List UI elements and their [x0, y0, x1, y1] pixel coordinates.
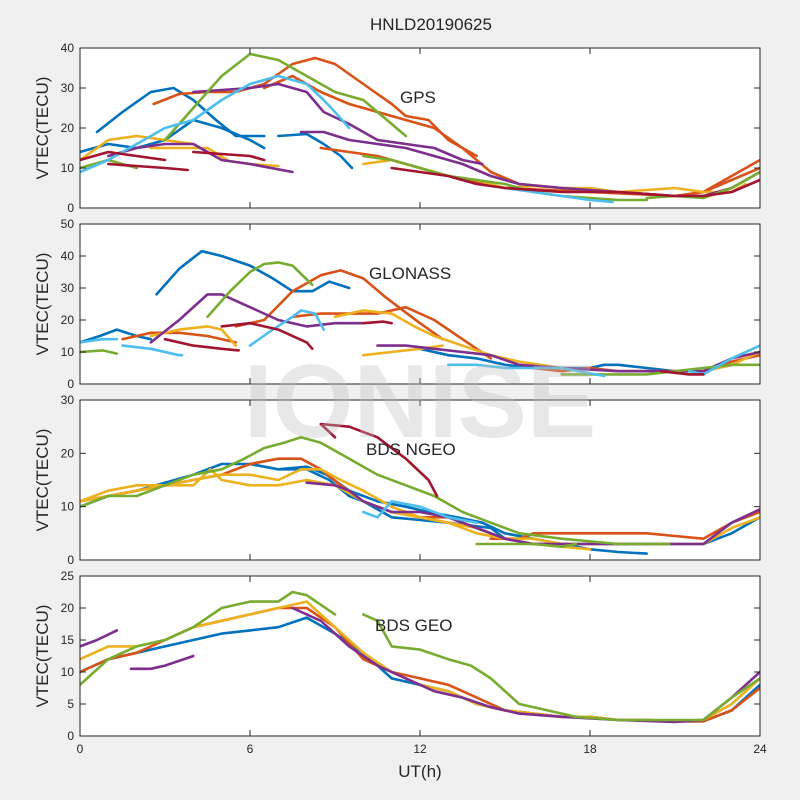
series-line: [80, 590, 337, 687]
series-line: [107, 162, 189, 172]
series-line: [152, 56, 478, 158]
y-tick-label: 30: [61, 281, 75, 295]
series-line: [107, 142, 294, 174]
series-line: [234, 269, 444, 341]
series-line: [390, 166, 760, 198]
series-line: [291, 305, 493, 360]
x-tick-label: 12: [413, 742, 427, 756]
watermark: IONISE: [244, 344, 597, 460]
series-line: [80, 436, 671, 546]
y-tick-label: 25: [61, 569, 75, 583]
series-line: [149, 293, 365, 344]
series-line: [362, 320, 393, 325]
series-line: [376, 344, 760, 373]
panel-4: 0 6 12 18 24 0 5 10 15 20 25 VTEC(TECU) BDS GEO: [33, 569, 767, 756]
panel-1: 0 10 20 30 40 VTEC(TECU) GPS: [33, 41, 761, 215]
series-line: [447, 363, 606, 378]
y-tick-label: 10: [61, 345, 75, 359]
series-line: [192, 82, 484, 166]
y-tick-label: 10: [61, 665, 75, 679]
x-tick-label: 6: [247, 742, 254, 756]
series-line: [319, 422, 439, 498]
y-tick-label: 10: [61, 161, 75, 175]
series-line: [362, 154, 648, 202]
series-line: [192, 150, 266, 162]
y-tick-label: 10: [61, 500, 75, 514]
series-line: [163, 337, 240, 352]
plot-area: [80, 576, 760, 736]
y-tick-label: 20: [61, 601, 75, 615]
panel-label: BDS NGEO: [366, 440, 456, 459]
series-line: [220, 321, 314, 351]
series-line: [475, 542, 578, 548]
series-line: [149, 325, 238, 347]
series-line: [80, 118, 266, 154]
y-axis-label: VTEC(TECU): [33, 605, 52, 708]
series-group: [80, 249, 760, 378]
y-tick-label: 0: [67, 201, 74, 215]
series-line: [80, 337, 119, 344]
x-tick-label: 0: [77, 742, 84, 756]
y-tick-label: 20: [61, 446, 75, 460]
y-axis-label: VTEC(TECU): [33, 253, 52, 356]
series-line: [80, 150, 167, 162]
series-line: [362, 500, 478, 524]
y-tick-label: 30: [61, 393, 75, 407]
y-tick-label: 40: [61, 41, 75, 55]
series-line: [80, 349, 119, 355]
y-tick-label: 30: [61, 81, 75, 95]
series-line: [503, 186, 614, 204]
series-line: [277, 132, 354, 170]
y-tick-label: 20: [61, 313, 75, 327]
series-line: [121, 331, 238, 344]
series-line: [645, 170, 760, 200]
series-line: [163, 52, 408, 142]
panel-label: BDS GEO: [375, 616, 452, 635]
figure-title: HNLD20190625: [370, 15, 492, 34]
series-group: [80, 590, 760, 724]
series-group: [80, 422, 760, 555]
series-line: [80, 328, 153, 344]
y-axis-label: VTEC(TECU): [33, 77, 52, 180]
series-line: [362, 613, 760, 722]
x-axis-label: UT(h): [398, 762, 441, 781]
y-tick-label: 40: [61, 249, 75, 263]
series-line: [80, 629, 119, 648]
series-line: [155, 249, 351, 296]
plot-area: [80, 48, 760, 208]
series-line: [121, 344, 184, 357]
series-line: [305, 481, 760, 546]
y-tick-label: 0: [67, 553, 74, 567]
series-group: [80, 52, 760, 204]
x-tick-label: 18: [583, 742, 597, 756]
series-line: [80, 74, 351, 174]
y-tick-label: 5: [67, 697, 74, 711]
series-line: [206, 261, 314, 319]
y-tick-label: 0: [67, 729, 74, 743]
y-axis-label: VTEC(TECU): [33, 429, 52, 532]
panel-3: 0 10 20 30 VTEC(TECU) BDS NGEO: [33, 393, 761, 567]
plot-area: [80, 224, 760, 384]
series-line: [129, 654, 195, 671]
y-tick-label: 20: [61, 121, 75, 135]
panel-label: GPS: [400, 88, 436, 107]
y-tick-label: 50: [61, 217, 75, 231]
panel-label: GLONASS: [369, 264, 451, 283]
y-tick-label: 15: [61, 633, 75, 647]
series-line: [687, 344, 760, 376]
panel-2: 0 10 20 30 40 50 VTEC(TECU) GLONASS: [33, 217, 761, 391]
series-line: [248, 309, 325, 347]
series-line: [659, 369, 705, 376]
y-tick-label: 0: [67, 377, 74, 391]
x-tick-label: 24: [753, 742, 767, 756]
